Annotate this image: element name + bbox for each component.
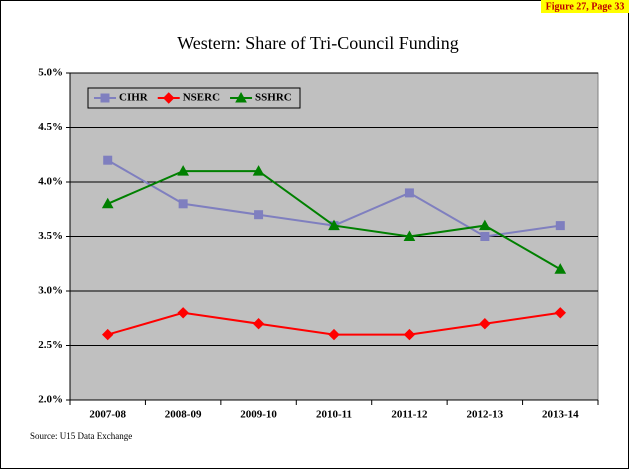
marker: [328, 328, 340, 341]
marker: [177, 307, 189, 319]
marker: [554, 263, 567, 274]
marker: [163, 92, 175, 104]
y-tick-label: 3.0%: [38, 285, 63, 297]
y-tick-label: 4.0%: [38, 176, 63, 188]
source-note: Source: U15 Data Exchange: [30, 431, 132, 441]
chart-title: Western: Share of Tri-Council Funding: [177, 33, 459, 53]
y-tick-label: 5.0%: [38, 67, 63, 79]
y-tick-label: 4.5%: [38, 121, 63, 133]
marker: [554, 307, 566, 319]
marker: [479, 317, 491, 330]
marker: [100, 93, 110, 103]
legend-label: SSHRC: [255, 92, 292, 104]
legend: CIHR NSERC SSHRC: [87, 87, 301, 109]
marker: [403, 230, 416, 241]
legend-label: CIHR: [119, 92, 149, 104]
x-tick-label: 2008-09: [165, 409, 202, 421]
marker: [254, 210, 264, 220]
y-tick-label: 3.5%: [38, 230, 63, 242]
marker: [101, 197, 114, 209]
marker: [404, 188, 414, 198]
marker: [555, 221, 565, 231]
marker: [480, 232, 490, 241]
figure-label-box: [541, 0, 629, 13]
marker: [177, 165, 189, 176]
marker: [103, 155, 113, 165]
legend-label: NSERC: [183, 92, 220, 104]
x-tick-label: 2007-08: [89, 409, 126, 421]
marker: [252, 165, 265, 176]
marker: [479, 219, 491, 231]
marker: [235, 91, 247, 103]
x-tick-label: 2013-14: [542, 409, 579, 421]
marker: [328, 219, 340, 231]
x-tick-label: 2011-12: [391, 409, 428, 421]
y-tick-label: 2.0%: [38, 394, 63, 406]
x-tick-label: 2009-10: [240, 409, 277, 421]
x-tick-label: 2012-13: [467, 409, 504, 421]
x-tick-label: 2010-11: [316, 409, 352, 421]
legend-box: [87, 87, 301, 109]
marker: [252, 317, 265, 330]
y-tick-label: 2.5%: [38, 339, 63, 351]
marker: [178, 199, 188, 209]
marker: [102, 328, 114, 341]
marker: [403, 328, 416, 341]
figure-label: Figure 27, Page 33: [546, 1, 625, 12]
